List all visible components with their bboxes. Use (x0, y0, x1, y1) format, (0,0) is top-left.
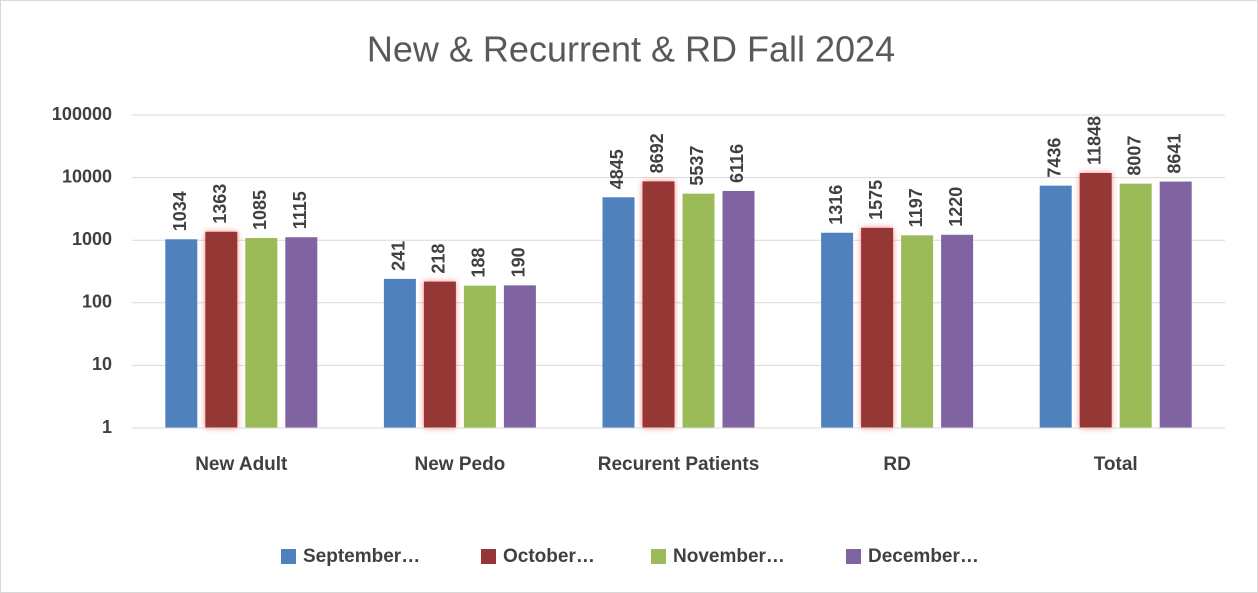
data-label: 218 (429, 244, 449, 274)
bar (383, 278, 416, 428)
y-tick-label: 100000 (52, 104, 112, 124)
bar (1079, 172, 1112, 428)
bar (722, 190, 755, 428)
bar (1119, 183, 1152, 428)
x-tick-label: Recurent Patients (598, 454, 760, 475)
y-tick-label: 10 (92, 354, 112, 374)
legend-swatch (651, 549, 666, 564)
data-label: 1197 (906, 188, 926, 227)
bar (821, 232, 854, 428)
data-label: 1115 (290, 191, 310, 229)
data-label: 1220 (946, 187, 966, 227)
y-tick-label: 1000 (72, 229, 112, 249)
bar (285, 237, 318, 428)
data-label: 188 (469, 248, 489, 278)
data-label: 1363 (210, 184, 230, 224)
data-label: 8692 (647, 133, 667, 173)
legend-swatch (481, 549, 496, 564)
x-tick-label: Total (1094, 454, 1138, 475)
legend-swatch (281, 549, 296, 564)
data-label: 8641 (1164, 134, 1184, 174)
data-label: 11848 (1084, 116, 1104, 165)
data-label: 1575 (866, 180, 886, 220)
bar (205, 231, 238, 428)
data-label: 1085 (250, 190, 270, 230)
chart-title: New & Recurrent & RD Fall 2024 (367, 29, 895, 70)
legend-label: September… (303, 546, 420, 567)
data-label: 190 (509, 247, 529, 277)
y-tick-label: 1 (102, 417, 112, 437)
bar (602, 197, 635, 428)
data-label: 8007 (1124, 136, 1144, 176)
bar (463, 285, 496, 428)
x-tick-label: New Pedo (414, 454, 505, 475)
data-label: 241 (389, 241, 409, 271)
bar (503, 285, 536, 428)
x-tick-label: RD (883, 454, 910, 475)
data-label: 1316 (826, 185, 846, 225)
bar (682, 193, 715, 428)
data-label: 5537 (687, 146, 707, 186)
bar (941, 234, 974, 428)
bar (423, 281, 456, 428)
bar (245, 237, 278, 428)
data-label: 6116 (727, 144, 747, 183)
legend-label: November… (673, 546, 785, 567)
data-label: 4845 (607, 149, 627, 189)
data-label: 7436 (1044, 138, 1064, 178)
data-label: 1034 (170, 191, 190, 231)
legend-label: December… (868, 546, 979, 567)
bar (901, 235, 934, 428)
bar (1039, 185, 1072, 428)
bar (861, 227, 894, 428)
bar (165, 239, 198, 428)
y-tick-label: 10000 (62, 166, 112, 186)
legend-swatch (846, 549, 861, 564)
bar (1159, 181, 1192, 428)
x-tick-label: New Adult (195, 454, 288, 475)
bar (642, 181, 675, 428)
y-tick-label: 100 (82, 292, 112, 312)
legend-label: October… (503, 546, 595, 567)
